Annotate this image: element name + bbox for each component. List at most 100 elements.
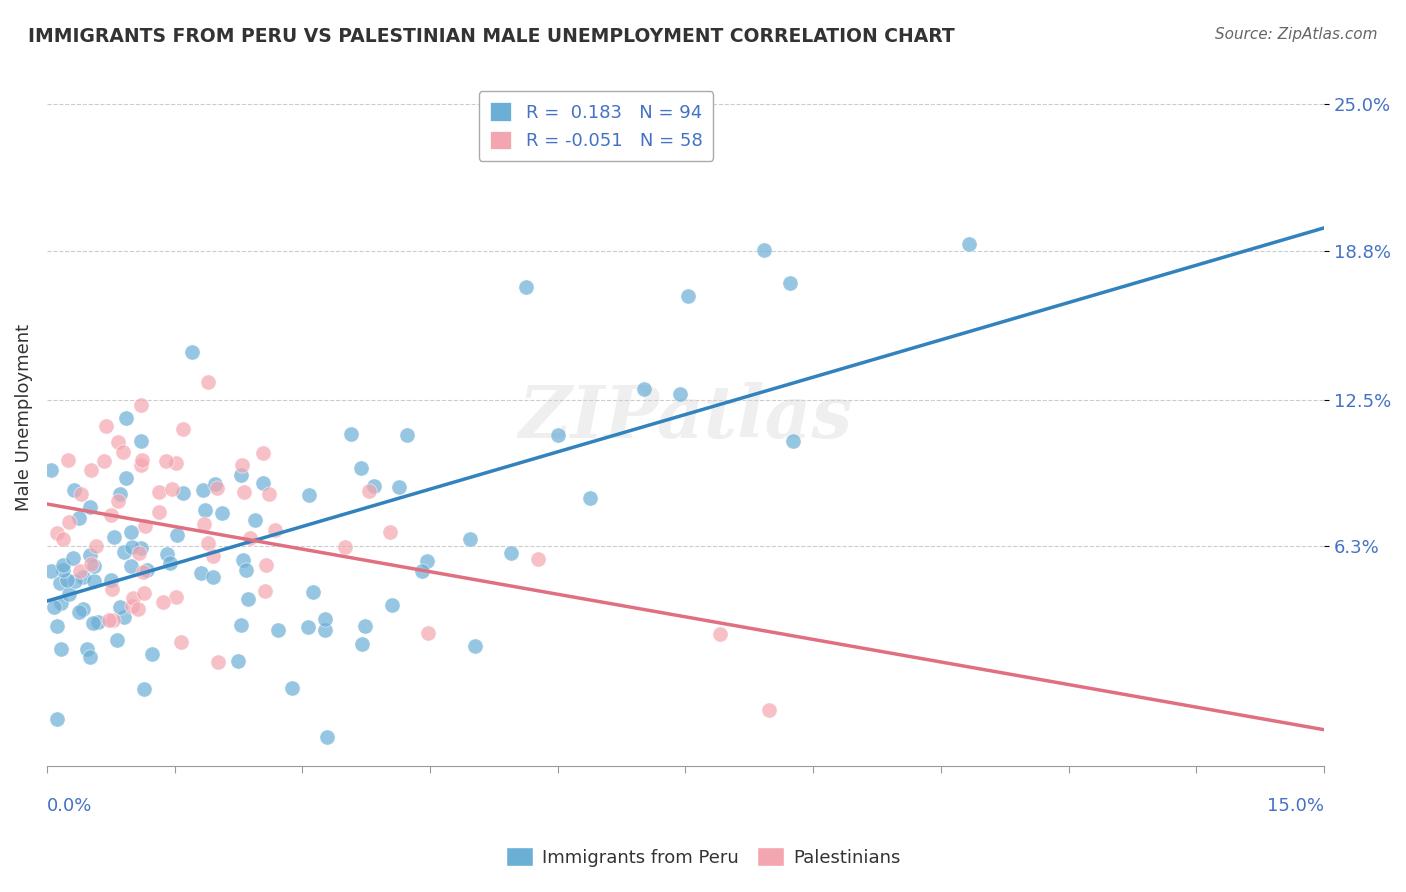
Point	[359, 483, 381, 498]
Point	[501, 546, 523, 560]
Point	[52, 532, 75, 546]
Point	[44, 600, 66, 615]
Point	[235, 563, 257, 577]
Point	[86, 615, 108, 629]
Point	[67, 510, 90, 524]
Text: 0.0%: 0.0%	[46, 797, 93, 814]
Text: IMMIGRANTS FROM PERU VS PALESTINIAN MALE UNEMPLOYMENT CORRELATION CHART: IMMIGRANTS FROM PERU VS PALESTINIAN MALE…	[28, 27, 955, 45]
Point	[131, 453, 153, 467]
Point	[72, 601, 94, 615]
Point	[103, 530, 125, 544]
Point	[267, 623, 290, 637]
Point	[69, 564, 91, 578]
Point	[107, 493, 129, 508]
Point	[46, 618, 69, 632]
Point	[181, 344, 204, 359]
Point	[156, 547, 179, 561]
Point	[165, 456, 187, 470]
Point	[252, 445, 274, 459]
Point	[709, 627, 731, 641]
Point	[120, 558, 142, 573]
Point	[141, 647, 163, 661]
Point	[515, 280, 537, 294]
Point	[63, 483, 86, 498]
Point	[110, 599, 132, 614]
Point	[754, 243, 776, 257]
Point	[100, 573, 122, 587]
Point	[45, 712, 67, 726]
Point	[112, 610, 135, 624]
Point	[314, 623, 336, 637]
Point	[108, 487, 131, 501]
Point	[148, 504, 170, 518]
Point	[84, 539, 107, 553]
Point	[205, 482, 228, 496]
Point	[83, 574, 105, 588]
Point	[676, 289, 699, 303]
Point	[252, 475, 274, 490]
Point	[165, 590, 187, 604]
Point	[159, 557, 181, 571]
Point	[254, 558, 277, 573]
Point	[52, 563, 75, 577]
Point	[166, 528, 188, 542]
Point	[93, 454, 115, 468]
Point	[79, 650, 101, 665]
Point	[80, 557, 103, 571]
Point	[172, 485, 194, 500]
Point	[52, 558, 75, 572]
Point	[378, 524, 401, 539]
Point	[211, 507, 233, 521]
Point	[132, 565, 155, 579]
Point	[340, 427, 363, 442]
Text: Source: ZipAtlas.com: Source: ZipAtlas.com	[1215, 27, 1378, 42]
Point	[194, 502, 217, 516]
Point	[120, 525, 142, 540]
Text: ZIPatlas: ZIPatlas	[519, 382, 852, 453]
Point	[197, 375, 219, 389]
Point	[238, 591, 260, 606]
Point	[107, 435, 129, 450]
Point	[63, 574, 86, 589]
Point	[782, 434, 804, 449]
Point	[239, 531, 262, 545]
Point	[333, 541, 356, 555]
Point	[395, 427, 418, 442]
Point	[70, 487, 93, 501]
Point	[94, 419, 117, 434]
Point	[58, 515, 80, 529]
Point	[82, 615, 104, 630]
Text: 15.0%: 15.0%	[1267, 797, 1324, 814]
Point	[105, 632, 128, 647]
Point	[301, 584, 323, 599]
Point	[387, 480, 409, 494]
Point	[464, 639, 486, 653]
Point	[131, 541, 153, 555]
Point	[100, 508, 122, 523]
Point	[226, 654, 249, 668]
Point	[62, 550, 84, 565]
Point	[72, 570, 94, 584]
Point	[204, 477, 226, 491]
Point	[281, 681, 304, 695]
Point	[231, 553, 253, 567]
Point	[350, 637, 373, 651]
Point	[202, 549, 225, 563]
Point	[132, 586, 155, 600]
Point	[128, 546, 150, 560]
Point	[115, 471, 138, 485]
Point	[254, 583, 277, 598]
Point	[547, 427, 569, 442]
Point	[527, 551, 550, 566]
Point	[363, 479, 385, 493]
Point	[76, 642, 98, 657]
Point	[112, 545, 135, 559]
Point	[49, 641, 72, 656]
Point	[231, 467, 253, 482]
Point	[135, 563, 157, 577]
Point	[121, 540, 143, 554]
Point	[129, 434, 152, 448]
Point	[231, 458, 253, 473]
Point	[416, 626, 439, 640]
Point	[229, 617, 252, 632]
